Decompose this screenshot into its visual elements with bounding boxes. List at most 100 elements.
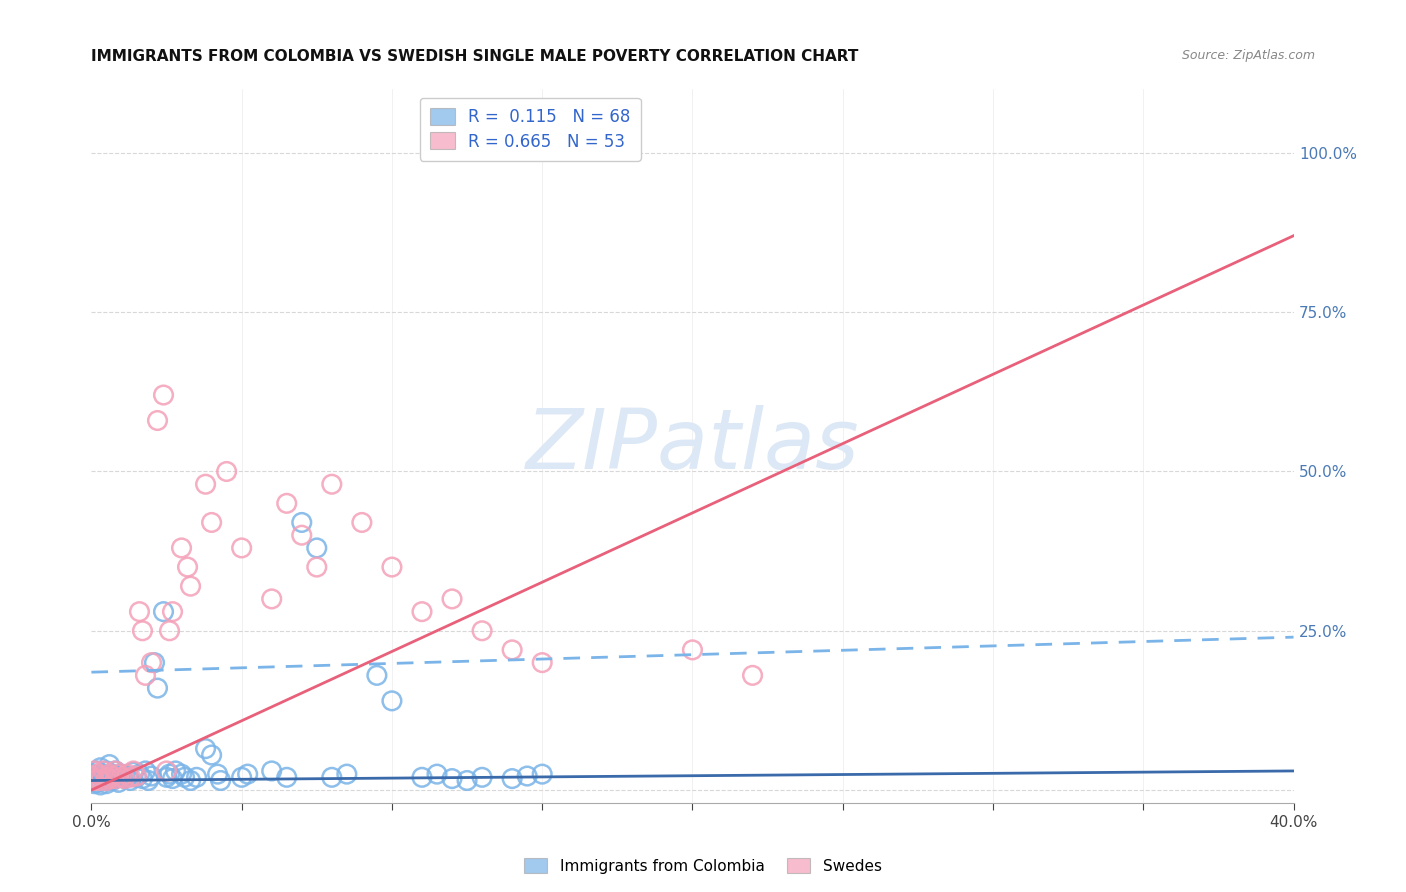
Point: [173, 770, 195, 784]
Point: [336, 767, 359, 781]
Point: [501, 772, 523, 786]
Point: [128, 767, 150, 781]
Point: [155, 770, 177, 784]
Point: [101, 767, 124, 781]
Point: [110, 767, 132, 781]
Point: [471, 624, 494, 638]
Point: [411, 770, 433, 784]
Point: [411, 605, 433, 619]
Point: [681, 643, 703, 657]
Point: [138, 773, 160, 788]
Point: [531, 656, 554, 670]
Point: [96, 777, 118, 791]
Point: [741, 668, 763, 682]
Point: [96, 773, 118, 788]
Point: [321, 770, 343, 784]
Point: [141, 769, 163, 783]
Point: [350, 516, 373, 530]
Point: [98, 770, 121, 784]
Point: [134, 668, 156, 682]
Point: [146, 681, 169, 695]
Legend: R =  0.115   N = 68, R = 0.665   N = 53: R = 0.115 N = 68, R = 0.665 N = 53: [420, 97, 641, 161]
Point: [122, 765, 145, 780]
Point: [209, 773, 232, 788]
Point: [176, 560, 198, 574]
Point: [120, 773, 142, 788]
Point: [381, 694, 404, 708]
Point: [107, 775, 129, 789]
Text: IMMIGRANTS FROM COLOMBIA VS SWEDISH SINGLE MALE POVERTY CORRELATION CHART: IMMIGRANTS FROM COLOMBIA VS SWEDISH SING…: [91, 49, 859, 64]
Point: [117, 767, 139, 781]
Point: [170, 767, 193, 781]
Point: [107, 767, 129, 781]
Point: [83, 777, 105, 791]
Point: [207, 767, 229, 781]
Point: [201, 516, 224, 530]
Point: [159, 624, 181, 638]
Text: ZIPatlas: ZIPatlas: [526, 406, 859, 486]
Point: [96, 770, 118, 784]
Point: [305, 541, 328, 555]
Point: [201, 747, 224, 762]
Point: [101, 773, 124, 788]
Point: [152, 605, 174, 619]
Point: [516, 769, 538, 783]
Point: [114, 772, 136, 786]
Point: [531, 767, 554, 781]
Point: [170, 541, 193, 555]
Point: [93, 764, 115, 778]
Point: [276, 770, 298, 784]
Point: [152, 388, 174, 402]
Point: [155, 764, 177, 778]
Point: [180, 579, 202, 593]
Point: [276, 496, 298, 510]
Point: [86, 772, 108, 786]
Point: [134, 764, 156, 778]
Point: [141, 656, 163, 670]
Point: [471, 770, 494, 784]
Point: [291, 528, 314, 542]
Point: [98, 767, 121, 781]
Legend: Immigrants from Colombia, Swedes: Immigrants from Colombia, Swedes: [519, 852, 887, 880]
Point: [146, 413, 169, 427]
Point: [131, 772, 153, 786]
Point: [260, 591, 283, 606]
Point: [89, 761, 111, 775]
Point: [305, 560, 328, 574]
Point: [143, 656, 166, 670]
Point: [83, 770, 105, 784]
Point: [86, 772, 108, 786]
Point: [104, 764, 127, 778]
Point: [456, 773, 478, 788]
Point: [215, 465, 238, 479]
Point: [104, 764, 127, 778]
Point: [231, 541, 253, 555]
Point: [122, 764, 145, 778]
Point: [231, 770, 253, 784]
Point: [159, 767, 181, 781]
Point: [321, 477, 343, 491]
Point: [194, 477, 217, 491]
Point: [291, 516, 314, 530]
Point: [98, 757, 121, 772]
Point: [501, 643, 523, 657]
Point: [89, 769, 111, 783]
Point: [82, 773, 104, 788]
Point: [89, 773, 111, 788]
Point: [110, 770, 132, 784]
Point: [180, 773, 202, 788]
Point: [426, 767, 449, 781]
Point: [366, 668, 388, 682]
Point: [131, 624, 153, 638]
Point: [96, 764, 118, 778]
Point: [162, 605, 184, 619]
Point: [89, 778, 111, 792]
Point: [104, 772, 127, 786]
Point: [440, 591, 463, 606]
Point: [162, 772, 184, 786]
Point: [86, 764, 108, 778]
Point: [83, 764, 105, 778]
Point: [104, 772, 127, 786]
Point: [165, 764, 187, 778]
Point: [186, 770, 208, 784]
